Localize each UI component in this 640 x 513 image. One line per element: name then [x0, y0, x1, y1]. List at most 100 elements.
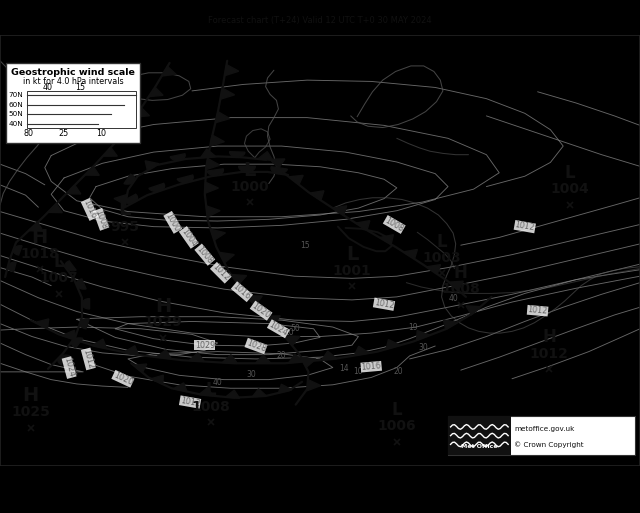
Text: 60N: 60N — [8, 102, 23, 108]
Text: 1012: 1012 — [527, 305, 548, 316]
Polygon shape — [466, 306, 481, 315]
Polygon shape — [289, 175, 303, 185]
Polygon shape — [355, 346, 369, 356]
Polygon shape — [80, 319, 89, 329]
Polygon shape — [216, 112, 230, 123]
Text: metoffice.gov.uk: metoffice.gov.uk — [514, 425, 574, 431]
Text: 1024: 1024 — [268, 320, 289, 338]
Polygon shape — [67, 185, 81, 194]
Polygon shape — [210, 135, 225, 146]
Polygon shape — [149, 183, 164, 191]
Text: 50N: 50N — [8, 111, 23, 117]
Text: 1020: 1020 — [250, 301, 272, 320]
Text: 1004: 1004 — [550, 182, 589, 196]
Polygon shape — [258, 151, 273, 161]
Polygon shape — [403, 249, 417, 259]
Text: 1008: 1008 — [93, 208, 109, 230]
Text: 1012: 1012 — [211, 263, 231, 283]
Polygon shape — [200, 149, 216, 158]
Text: H: H — [542, 328, 556, 346]
Polygon shape — [72, 338, 83, 348]
Polygon shape — [35, 319, 49, 329]
Polygon shape — [173, 383, 187, 391]
Text: 70N: 70N — [8, 92, 23, 98]
Polygon shape — [206, 206, 220, 217]
Bar — [27, 91, 136, 128]
Polygon shape — [103, 147, 117, 156]
Text: H: H — [22, 386, 39, 405]
Text: 1012: 1012 — [179, 396, 201, 408]
Text: L: L — [118, 200, 131, 219]
Polygon shape — [82, 299, 90, 309]
Polygon shape — [207, 169, 223, 175]
Polygon shape — [205, 159, 220, 170]
Polygon shape — [199, 388, 213, 396]
Text: 80: 80 — [24, 129, 34, 137]
Polygon shape — [76, 279, 86, 289]
Polygon shape — [65, 261, 76, 271]
Text: 30: 30 — [246, 369, 256, 379]
Text: 1012: 1012 — [530, 347, 568, 361]
Text: 10: 10 — [284, 328, 294, 337]
Text: 30: 30 — [419, 343, 429, 352]
Text: L: L — [436, 233, 447, 251]
Text: L: L — [564, 164, 575, 182]
Text: 40: 40 — [448, 294, 458, 303]
Polygon shape — [225, 65, 239, 76]
Bar — [448, 416, 511, 456]
Text: Met Office: Met Office — [461, 444, 498, 449]
Polygon shape — [58, 355, 70, 365]
Text: 1012: 1012 — [373, 298, 395, 310]
Polygon shape — [170, 154, 185, 161]
Polygon shape — [278, 384, 292, 393]
Text: 1006: 1006 — [378, 419, 416, 433]
Polygon shape — [301, 357, 316, 367]
Polygon shape — [220, 88, 235, 99]
Polygon shape — [62, 330, 76, 340]
Text: L: L — [206, 381, 216, 400]
Polygon shape — [380, 234, 394, 244]
Text: 10: 10 — [96, 129, 106, 137]
Polygon shape — [449, 281, 463, 290]
Polygon shape — [310, 191, 324, 200]
Text: 40: 40 — [212, 378, 223, 387]
Text: 40: 40 — [43, 83, 53, 92]
Text: © Crown Copyright: © Crown Copyright — [514, 441, 584, 448]
Polygon shape — [48, 204, 62, 212]
Polygon shape — [246, 296, 262, 305]
Text: 25: 25 — [59, 129, 69, 137]
Polygon shape — [271, 167, 287, 173]
Polygon shape — [270, 159, 285, 168]
Text: 1008: 1008 — [195, 244, 214, 265]
Text: 1029: 1029 — [144, 315, 182, 329]
Text: 995: 995 — [110, 220, 140, 233]
Polygon shape — [356, 221, 370, 230]
Text: 19: 19 — [408, 323, 418, 332]
Polygon shape — [29, 222, 43, 231]
Polygon shape — [13, 246, 22, 255]
Text: 1020: 1020 — [112, 370, 134, 387]
Bar — [448, 416, 635, 456]
Polygon shape — [417, 330, 430, 340]
Text: 1008: 1008 — [383, 215, 405, 233]
Text: 1003: 1003 — [422, 251, 461, 265]
Text: 1016: 1016 — [232, 282, 252, 302]
Text: 1024: 1024 — [62, 357, 76, 379]
Polygon shape — [226, 390, 239, 398]
Polygon shape — [162, 66, 176, 76]
Polygon shape — [230, 152, 245, 157]
Text: 1004: 1004 — [179, 227, 198, 248]
Text: 1029: 1029 — [195, 341, 215, 350]
Text: 20: 20 — [276, 351, 287, 361]
Text: H: H — [454, 264, 468, 282]
Polygon shape — [124, 174, 135, 184]
Polygon shape — [156, 350, 172, 359]
Polygon shape — [289, 354, 304, 363]
Text: 1000: 1000 — [230, 180, 269, 193]
Text: 1001: 1001 — [333, 264, 371, 278]
Text: L: L — [243, 161, 256, 180]
Polygon shape — [222, 355, 237, 364]
Polygon shape — [264, 316, 280, 325]
Polygon shape — [322, 351, 337, 360]
Polygon shape — [252, 389, 266, 397]
